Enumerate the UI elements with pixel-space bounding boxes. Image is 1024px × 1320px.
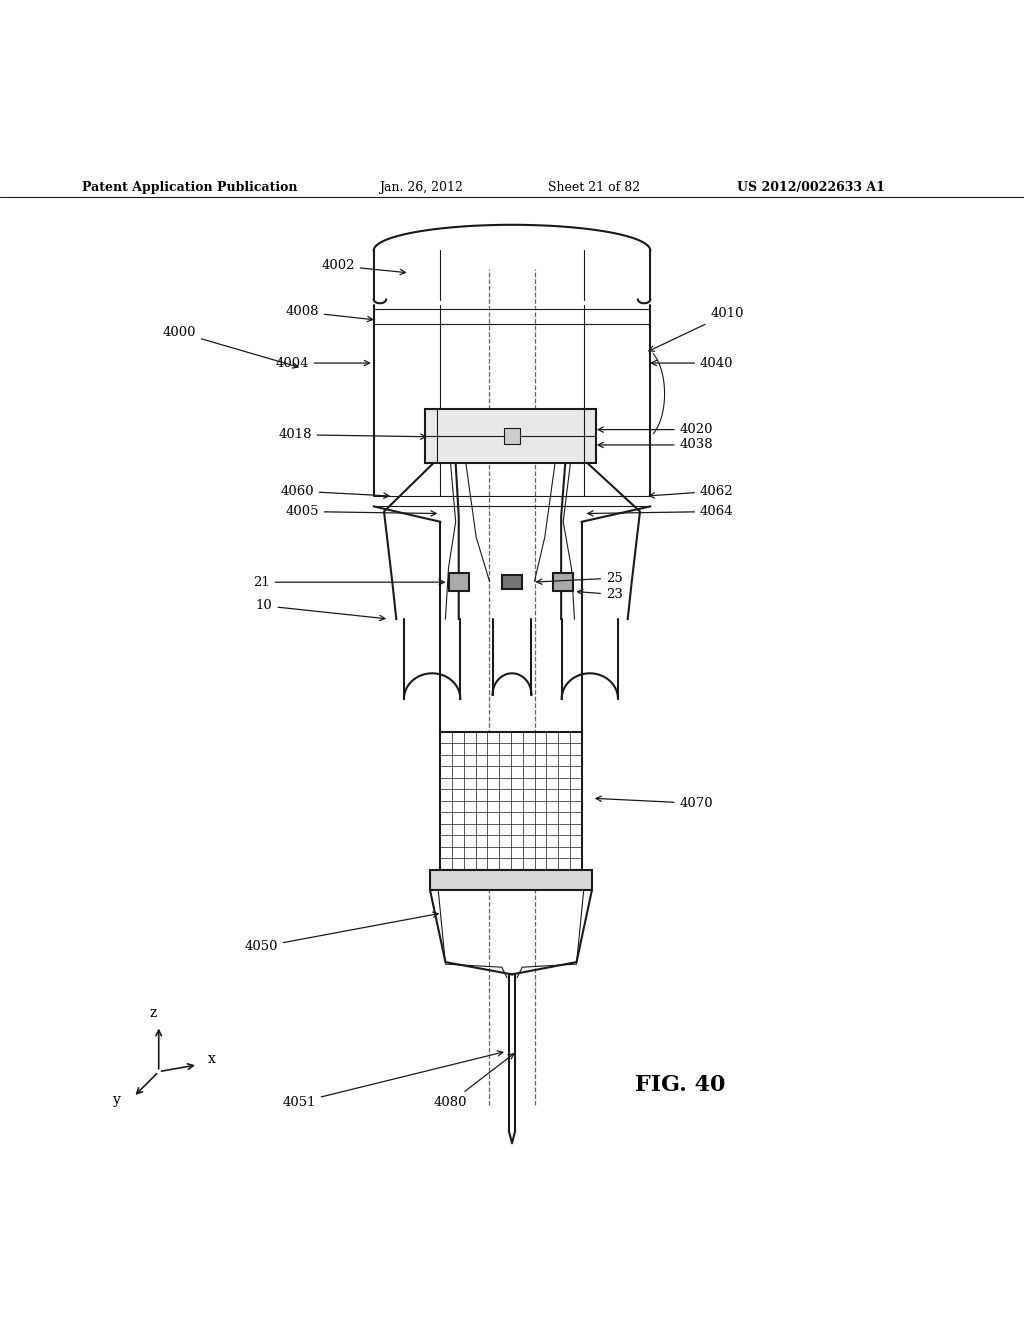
Text: 4000: 4000 xyxy=(163,326,298,368)
Text: 4050: 4050 xyxy=(245,912,438,953)
Text: 21: 21 xyxy=(253,576,444,589)
Text: 4064: 4064 xyxy=(588,506,733,517)
Text: 4038: 4038 xyxy=(598,438,713,451)
Text: Jan. 26, 2012: Jan. 26, 2012 xyxy=(379,181,463,194)
Bar xyxy=(504,428,520,445)
Bar xyxy=(425,409,596,463)
Bar xyxy=(449,573,469,591)
Bar xyxy=(440,731,582,870)
Text: 4070: 4070 xyxy=(596,796,713,810)
Text: 10: 10 xyxy=(256,599,385,620)
Text: Sheet 21 of 82: Sheet 21 of 82 xyxy=(548,181,640,194)
Text: 4051: 4051 xyxy=(283,1051,503,1109)
Text: 4008: 4008 xyxy=(286,305,373,322)
Text: 25: 25 xyxy=(537,572,623,585)
Text: Patent Application Publication: Patent Application Publication xyxy=(82,181,297,194)
Bar xyxy=(430,870,592,891)
Text: 4005: 4005 xyxy=(286,506,436,517)
Bar xyxy=(502,574,522,589)
Text: 4018: 4018 xyxy=(279,428,426,441)
Text: US 2012/0022633 A1: US 2012/0022633 A1 xyxy=(737,181,885,194)
Text: x: x xyxy=(208,1052,215,1067)
Bar xyxy=(553,573,573,591)
Text: 4062: 4062 xyxy=(649,484,733,498)
Text: 23: 23 xyxy=(578,587,623,601)
Text: y: y xyxy=(113,1093,121,1107)
Text: 4080: 4080 xyxy=(434,1053,514,1109)
Text: 4004: 4004 xyxy=(275,356,370,370)
Text: 4020: 4020 xyxy=(598,424,713,436)
Text: FIG. 40: FIG. 40 xyxy=(635,1074,725,1096)
Text: 4010: 4010 xyxy=(649,308,743,351)
Text: z: z xyxy=(150,1006,158,1020)
Text: 4040: 4040 xyxy=(651,356,733,370)
Text: 4002: 4002 xyxy=(322,259,406,275)
Text: 4060: 4060 xyxy=(281,484,389,498)
